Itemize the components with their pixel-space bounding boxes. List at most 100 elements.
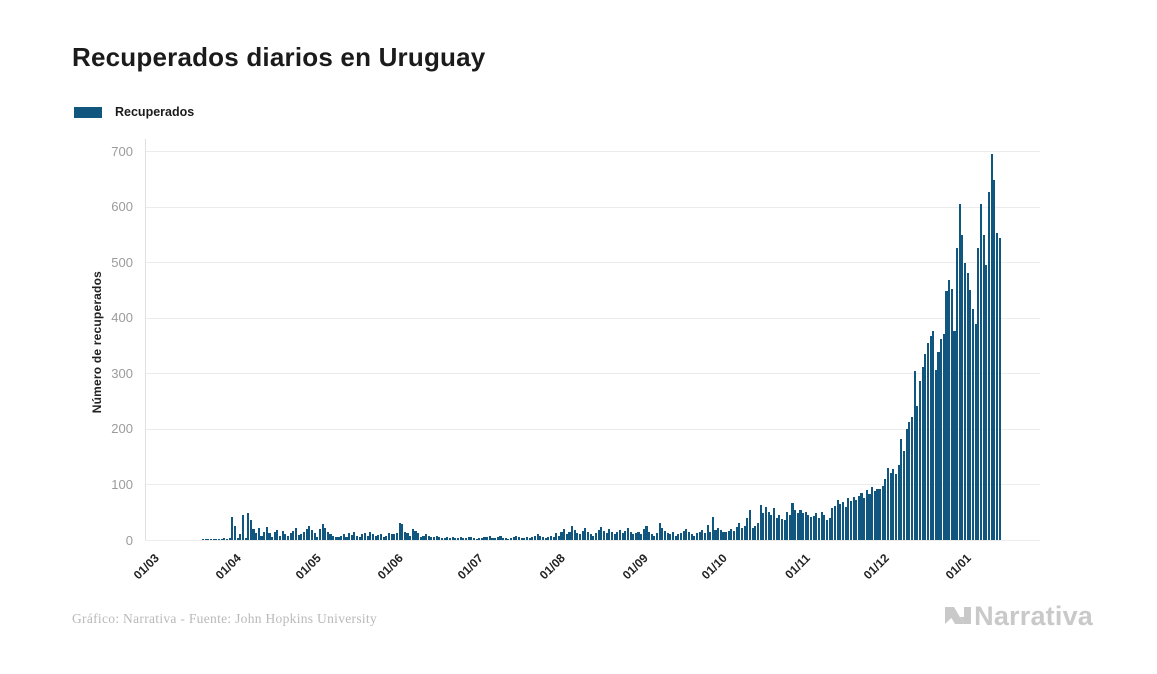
bar xyxy=(422,535,425,540)
bar xyxy=(839,503,842,540)
bar xyxy=(207,538,210,540)
bar xyxy=(249,519,252,540)
bar xyxy=(759,504,762,540)
bar xyxy=(356,535,359,540)
bar xyxy=(324,527,327,540)
bar xyxy=(791,503,794,540)
bar xyxy=(884,478,887,540)
bar xyxy=(762,513,765,540)
bar xyxy=(669,534,672,540)
bar xyxy=(695,533,698,540)
bar xyxy=(488,535,491,540)
y-tick-label: 500 xyxy=(111,254,133,270)
bar xyxy=(557,535,560,540)
bar xyxy=(711,516,714,540)
bar xyxy=(820,511,823,540)
bar xyxy=(719,530,722,540)
bar xyxy=(390,534,393,540)
bar xyxy=(406,533,409,540)
bar xyxy=(693,535,696,540)
bar xyxy=(873,491,876,540)
bar xyxy=(706,525,709,540)
bar xyxy=(340,535,343,540)
bar xyxy=(982,234,985,540)
bar xyxy=(592,535,595,540)
bar xyxy=(292,531,295,540)
bar xyxy=(767,512,770,540)
gridline-y-0 xyxy=(145,540,1040,541)
bar xyxy=(244,538,247,540)
bar xyxy=(337,537,340,540)
bar xyxy=(433,537,436,540)
bar xyxy=(640,534,643,540)
bar xyxy=(369,531,372,540)
bar xyxy=(823,514,826,540)
bar xyxy=(353,532,356,540)
bar xyxy=(555,533,558,540)
bar xyxy=(310,530,313,540)
bar xyxy=(966,273,969,540)
bar xyxy=(507,538,510,540)
bar xyxy=(321,524,324,540)
bar xyxy=(916,405,919,540)
bar xyxy=(318,528,321,540)
bar xyxy=(621,533,624,540)
x-tick-label: 01/09 xyxy=(619,551,651,583)
bar xyxy=(528,537,531,540)
y-tick-label: 700 xyxy=(111,143,133,159)
bar xyxy=(287,536,290,540)
bar xyxy=(629,532,632,540)
bar xyxy=(385,535,388,540)
bar xyxy=(634,533,637,540)
bar xyxy=(828,517,831,540)
bar xyxy=(788,514,791,540)
bar xyxy=(698,531,701,540)
bar xyxy=(998,238,1001,540)
bar xyxy=(276,530,279,540)
bar xyxy=(571,526,574,540)
bar xyxy=(305,529,308,540)
bar xyxy=(897,464,900,540)
bar xyxy=(316,536,319,540)
bar xyxy=(637,531,640,540)
bar xyxy=(223,538,226,540)
x-tick-label: 01/05 xyxy=(292,551,324,583)
bar xyxy=(541,537,544,540)
bar xyxy=(581,531,584,540)
gridline-y-700 xyxy=(145,151,1040,152)
bar xyxy=(212,538,215,540)
bar xyxy=(717,528,720,540)
bar xyxy=(284,533,287,540)
bar xyxy=(895,474,898,540)
bar xyxy=(924,354,927,540)
bar xyxy=(974,323,977,540)
bar xyxy=(610,531,613,540)
bar xyxy=(860,492,863,540)
x-tick-label: 01/08 xyxy=(536,551,569,583)
bar xyxy=(233,526,236,540)
bar xyxy=(804,512,807,540)
y-axis-line xyxy=(145,139,146,540)
bar xyxy=(722,531,725,540)
bar xyxy=(664,531,667,540)
bar xyxy=(650,534,653,540)
bar xyxy=(812,515,815,540)
bar xyxy=(807,514,810,540)
bar xyxy=(855,499,858,540)
bar xyxy=(539,536,542,540)
bar xyxy=(573,530,576,540)
gridline-y-200 xyxy=(145,428,1040,430)
bar xyxy=(236,537,239,540)
bar xyxy=(754,526,757,540)
bar xyxy=(446,537,449,540)
bar xyxy=(334,536,337,540)
bar xyxy=(783,519,786,540)
bar xyxy=(480,538,483,540)
x-tick-label: 01/12 xyxy=(860,551,892,583)
bar xyxy=(464,537,467,540)
bar xyxy=(504,538,507,540)
x-tick-label: 01/04 xyxy=(213,551,245,583)
y-tick-label: 600 xyxy=(111,199,133,215)
bar xyxy=(597,530,600,540)
bar xyxy=(478,537,481,540)
